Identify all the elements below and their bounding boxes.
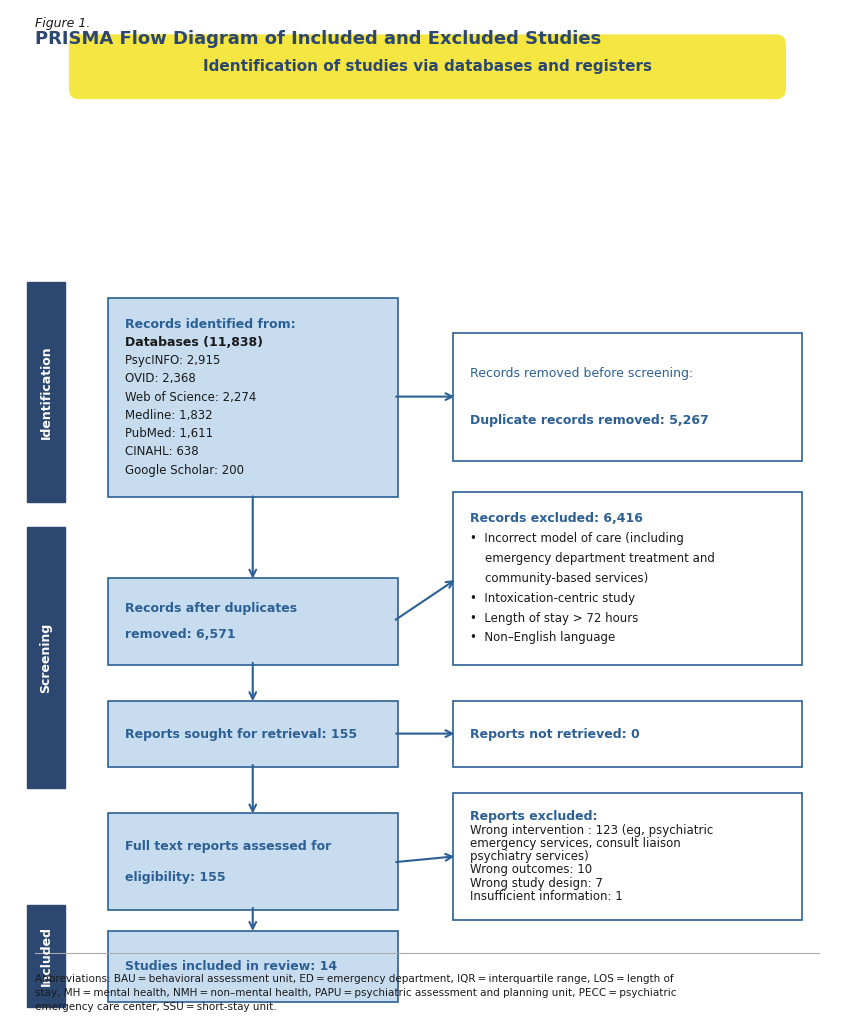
Text: Wrong study design: 7: Wrong study design: 7 <box>470 877 603 890</box>
Text: Studies included in review: 14: Studies included in review: 14 <box>125 959 337 973</box>
Text: •  Length of stay > 72 hours: • Length of stay > 72 hours <box>470 611 638 625</box>
Text: eligibility: 155: eligibility: 155 <box>125 870 226 884</box>
FancyBboxPatch shape <box>69 35 785 98</box>
Text: Included: Included <box>39 927 52 986</box>
FancyBboxPatch shape <box>108 813 397 910</box>
FancyBboxPatch shape <box>453 333 802 461</box>
Text: emergency department treatment and: emergency department treatment and <box>470 552 715 565</box>
Text: PsycINFO: 2,915: PsycINFO: 2,915 <box>125 354 221 367</box>
Text: Google Scholar: 200: Google Scholar: 200 <box>125 464 244 477</box>
Text: Reports sought for retrieval: 155: Reports sought for retrieval: 155 <box>125 728 357 740</box>
Text: Records excluded: 6,416: Records excluded: 6,416 <box>470 512 643 525</box>
FancyBboxPatch shape <box>108 579 397 666</box>
Text: Abbreviations: BAU = behavioral assessment unit, ED = emergency department, IQR : Abbreviations: BAU = behavioral assessme… <box>35 975 677 1013</box>
Text: Identification: Identification <box>39 345 52 439</box>
Text: Databases (11,838): Databases (11,838) <box>125 336 263 349</box>
FancyBboxPatch shape <box>108 931 397 1002</box>
Text: OVID: 2,368: OVID: 2,368 <box>125 373 196 385</box>
Text: Screening: Screening <box>39 623 52 692</box>
FancyBboxPatch shape <box>27 283 65 502</box>
FancyBboxPatch shape <box>453 793 802 921</box>
Text: Records identified from:: Records identified from: <box>125 317 295 331</box>
Text: •  Incorrect model of care (including: • Incorrect model of care (including <box>470 532 684 545</box>
Text: •  Non–English language: • Non–English language <box>470 632 615 644</box>
FancyBboxPatch shape <box>27 905 65 1008</box>
Text: Wrong intervention : 123 (eg, psychiatric: Wrong intervention : 123 (eg, psychiatri… <box>470 823 713 837</box>
Text: Records after duplicates: Records after duplicates <box>125 602 297 615</box>
Text: Full text reports assessed for: Full text reports assessed for <box>125 840 331 853</box>
Text: PubMed: 1,611: PubMed: 1,611 <box>125 427 213 440</box>
Text: Reports not retrieved: 0: Reports not retrieved: 0 <box>470 728 640 740</box>
Text: Insufficient information: 1: Insufficient information: 1 <box>470 890 623 903</box>
Text: psychiatry services): psychiatry services) <box>470 850 589 863</box>
FancyBboxPatch shape <box>108 700 397 767</box>
Text: community-based services): community-based services) <box>470 571 649 585</box>
Text: PRISMA Flow Diagram of Included and Excluded Studies: PRISMA Flow Diagram of Included and Excl… <box>35 30 601 48</box>
Text: Reports excluded:: Reports excluded: <box>470 810 597 823</box>
Text: Identification of studies via databases and registers: Identification of studies via databases … <box>203 59 652 75</box>
Text: emergency services, consult liaison: emergency services, consult liaison <box>470 837 680 850</box>
Text: removed: 6,571: removed: 6,571 <box>125 629 236 641</box>
Text: Web of Science: 2,274: Web of Science: 2,274 <box>125 390 257 403</box>
Text: Wrong outcomes: 10: Wrong outcomes: 10 <box>470 863 592 877</box>
Text: •  Intoxication-centric study: • Intoxication-centric study <box>470 592 635 605</box>
FancyBboxPatch shape <box>27 527 65 787</box>
Text: Figure 1.: Figure 1. <box>35 16 91 30</box>
Text: Duplicate records removed: 5,267: Duplicate records removed: 5,267 <box>470 414 709 427</box>
FancyBboxPatch shape <box>453 492 802 666</box>
Text: Records removed before screening:: Records removed before screening: <box>470 368 693 380</box>
FancyBboxPatch shape <box>453 700 802 767</box>
Text: CINAHL: 638: CINAHL: 638 <box>125 445 198 459</box>
FancyBboxPatch shape <box>108 298 397 497</box>
Text: Medline: 1,832: Medline: 1,832 <box>125 409 213 422</box>
